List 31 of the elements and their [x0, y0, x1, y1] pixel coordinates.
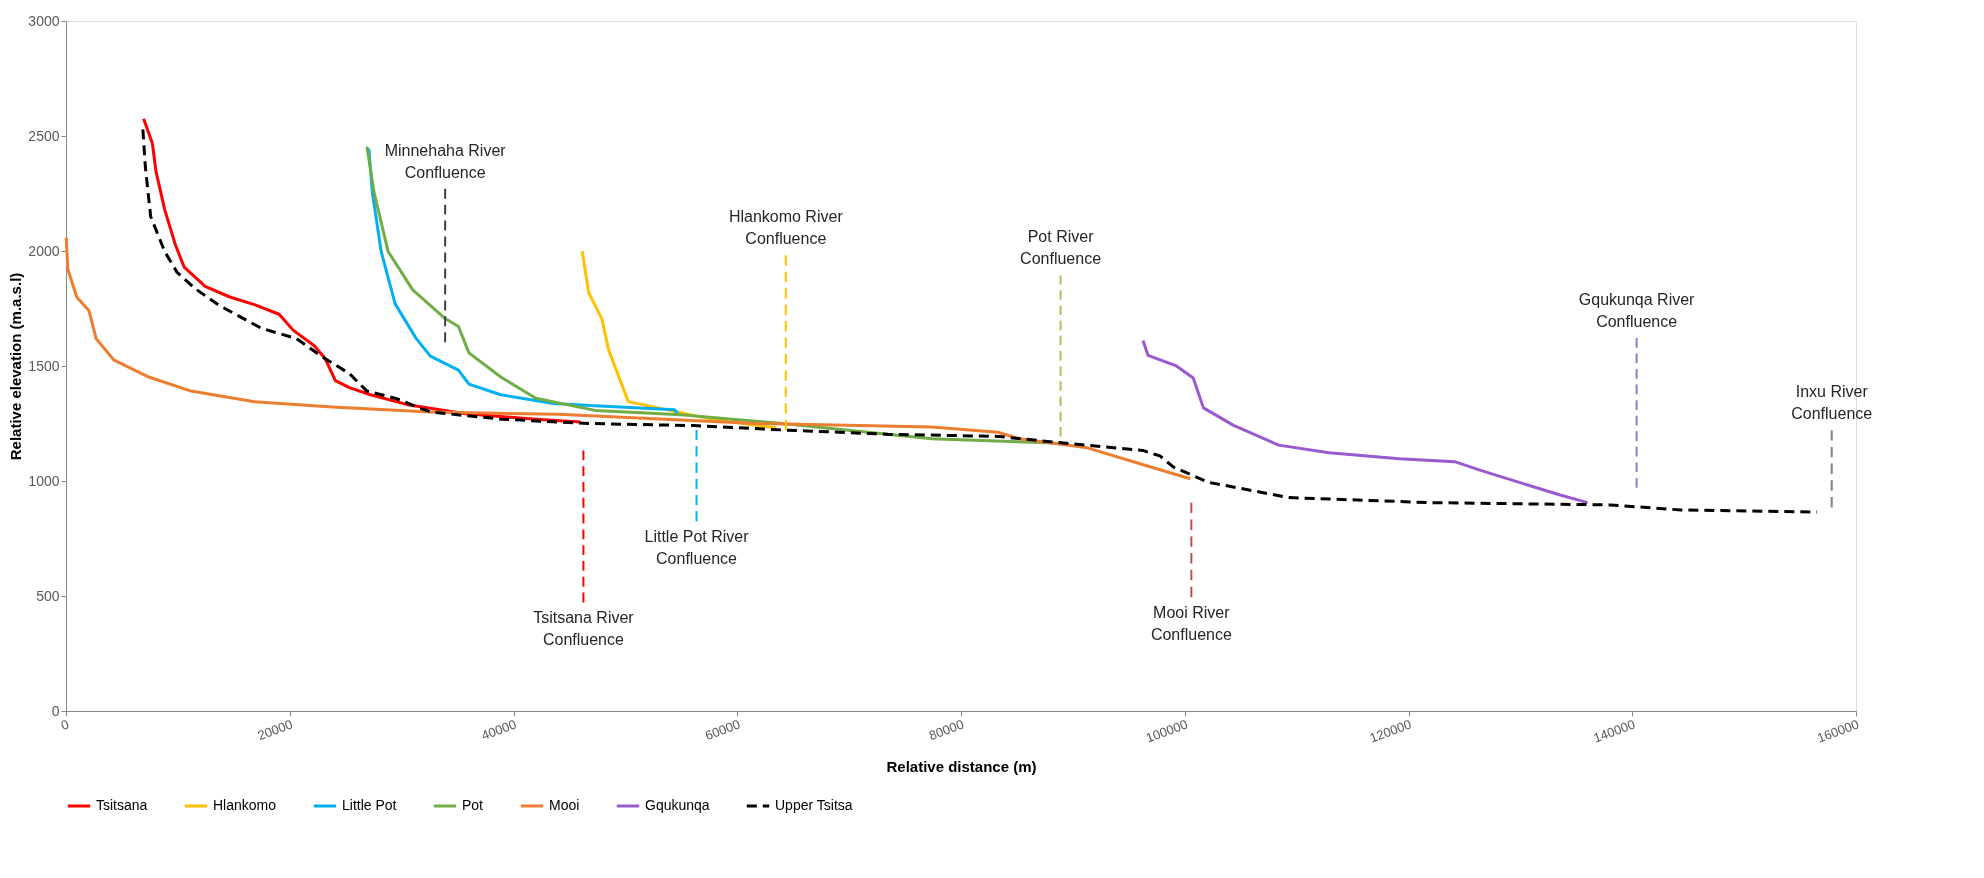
annotation: Tsitsana River Confluence	[533, 609, 635, 649]
annotation: Minnehaha River Confluence	[384, 141, 507, 181]
x-tick-label: 0	[59, 716, 71, 734]
annotation: Pot River Confluence	[1020, 228, 1102, 268]
legend-label: Gqukunqa	[645, 797, 710, 813]
annotation: Mooi River Confluence	[1150, 604, 1232, 644]
annotation: Gqukunqa River Confluence	[1578, 290, 1696, 330]
legend-label: Hlankomo	[213, 797, 277, 813]
legend-label: Tsitsana	[96, 797, 148, 813]
y-tick-label: 1500	[28, 357, 60, 374]
y-tick-label: 3000	[28, 12, 60, 29]
x-tick-label: 60000	[703, 716, 743, 744]
x-tick-label: 40000	[479, 716, 519, 744]
x-tick-label: 20000	[255, 716, 295, 744]
line-series	[1141, 338, 1589, 505]
y-tick-label: 500	[36, 587, 60, 604]
y-tick-label: 1000	[28, 472, 60, 489]
line-series	[142, 117, 583, 424]
legend-label: Little Pot	[342, 797, 397, 813]
y-tick-label: 2000	[28, 242, 60, 259]
x-axis-title: Relative distance (m)	[886, 757, 1037, 775]
y-tick-label: 0	[51, 702, 60, 719]
legend-label: Pot	[462, 797, 484, 813]
annotation: Hlankomo River Confluence	[728, 208, 844, 248]
annotation: Little Pot River Confluence	[644, 528, 750, 568]
legend-label: Upper Tsitsa	[775, 797, 853, 813]
x-tick-label: 80000	[926, 716, 966, 744]
legend-label: Mooi	[549, 797, 580, 813]
y-tick-label: 2500	[28, 127, 60, 144]
annotation: Inxu River Confluence	[1791, 383, 1873, 423]
y-axis-title: Relative elevation (m.a.s.l)	[7, 272, 25, 461]
